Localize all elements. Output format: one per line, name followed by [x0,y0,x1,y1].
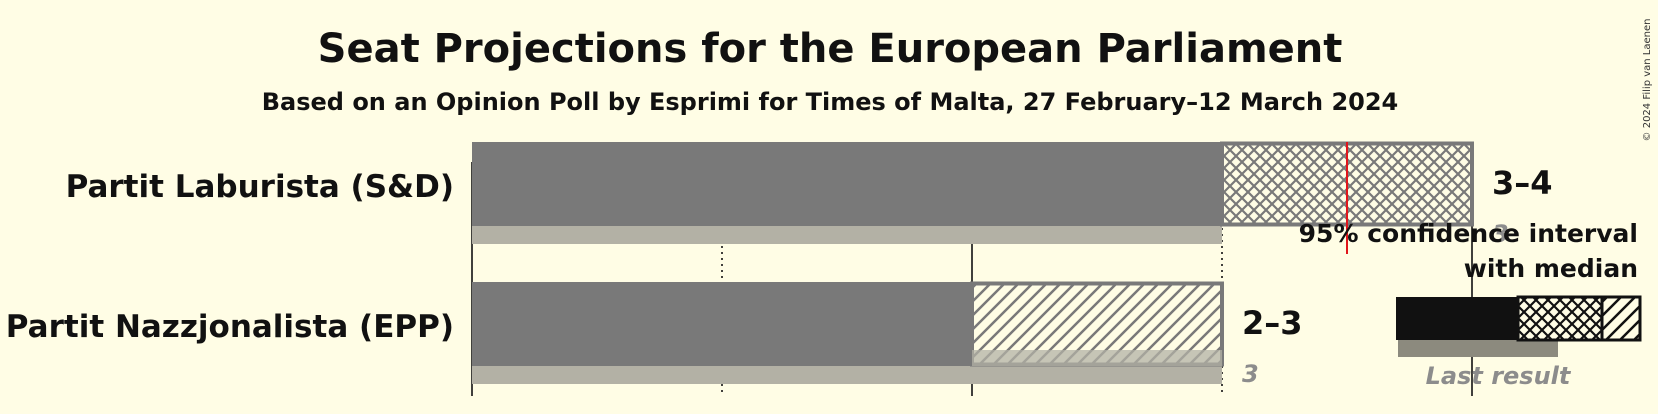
last-result-bar [472,366,1222,384]
party-row-1: Partit Nazzjonalista (EPP) 2–3 3 [6,281,1303,388]
legend-last-result-label: Last result [1426,362,1572,390]
projection-bar [472,282,972,366]
legend-ci-crosshatch [1516,295,1604,342]
legend-ci-diagonal [1600,295,1642,342]
range-label: 2–3 [1242,304,1303,342]
party-name: Partit Laburista (S&D) [66,169,454,205]
range-label: 3–4 [1492,164,1553,202]
legend-median-label: with median [1464,254,1638,283]
chart-subtitle: Based on an Opinion Poll by Esprimi for … [262,88,1399,116]
projection-bar [472,142,1222,226]
party-name: Partit Nazzjonalista (EPP) [6,309,454,345]
party-row-0: Partit Laburista (S&D) 3–4 3 [66,141,1553,248]
last-result-bar [472,226,1222,244]
legend-bar [1396,297,1518,340]
chart-title: Seat Projections for the European Parlia… [318,26,1343,72]
copyright-note: © 2024 Filip van Laenen [1642,19,1653,142]
last-result-label: 3 [1492,220,1509,248]
legend: 95% confidence interval with median Last… [1299,219,1642,390]
legend-ci-label: 95% confidence interval [1299,219,1638,248]
last-result-overlap [972,350,1222,366]
legend-last-result-bar [1398,340,1558,357]
last-result-label: 3 [1242,360,1259,388]
